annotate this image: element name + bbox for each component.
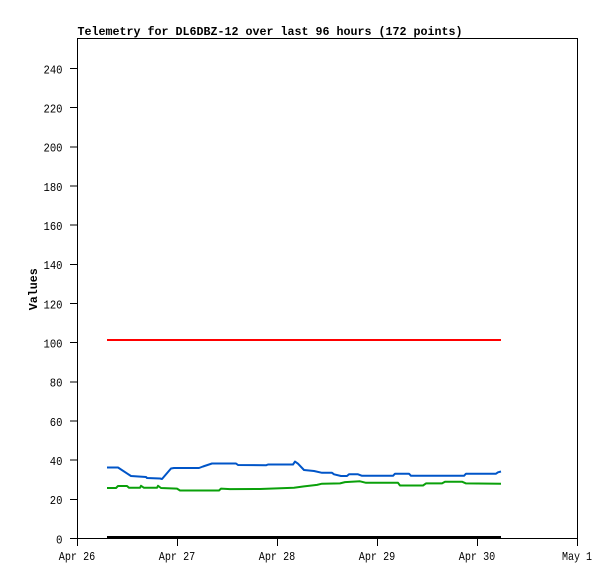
- svg-text:120: 120: [44, 298, 63, 312]
- svg-text:Telemetry for DL6DBZ-12 over l: Telemetry for DL6DBZ-12 over last 96 hou…: [78, 25, 463, 39]
- svg-text:Values: Values: [27, 268, 41, 310]
- svg-text:Apr 27: Apr 27: [159, 550, 196, 564]
- svg-text:240: 240: [44, 63, 63, 77]
- svg-text:80: 80: [50, 377, 63, 391]
- svg-text:140: 140: [44, 259, 63, 273]
- svg-text:May 1: May 1: [562, 550, 592, 564]
- svg-text:Apr 29: Apr 29: [359, 550, 396, 564]
- svg-text:Apr 30: Apr 30: [459, 550, 496, 564]
- svg-text:20: 20: [50, 494, 63, 508]
- svg-text:0: 0: [56, 533, 63, 547]
- svg-text:60: 60: [50, 416, 63, 430]
- svg-text:220: 220: [44, 103, 63, 117]
- svg-text:40: 40: [50, 455, 63, 469]
- svg-text:200: 200: [44, 142, 63, 156]
- svg-text:100: 100: [44, 338, 63, 352]
- svg-text:Apr 28: Apr 28: [259, 550, 296, 564]
- svg-text:Apr 26: Apr 26: [59, 550, 96, 564]
- svg-text:180: 180: [44, 181, 63, 195]
- svg-text:160: 160: [44, 220, 63, 234]
